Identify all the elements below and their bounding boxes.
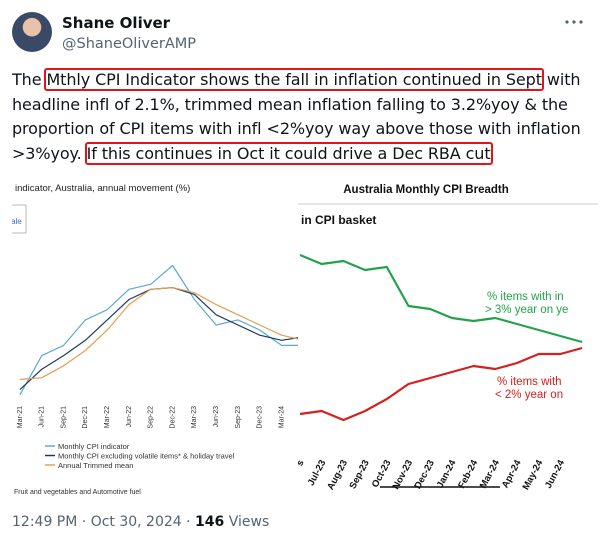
chart-subtitle: in CPI basket	[301, 213, 376, 227]
series-label: % items with	[497, 376, 562, 388]
x-tick-label: Jun-23	[213, 406, 220, 428]
series-label: < 2% year on	[495, 389, 563, 401]
left-image[interactable]: indicator, Australia, annual movement (%…	[12, 176, 303, 498]
author-name[interactable]: Shane Oliver	[62, 14, 171, 32]
legend-label: Monthly CPI excluding volatile items* & …	[58, 452, 235, 461]
series-label: > 3% year on ye	[485, 304, 568, 316]
date[interactable]: Oct 30, 2024	[90, 514, 182, 530]
chart-title: indicator, Australia, annual movement (%…	[15, 183, 190, 194]
x-tick-label: Jun-22	[126, 406, 133, 428]
x-tick-label: s	[294, 458, 306, 468]
x-tick-label: Sep-22	[148, 406, 155, 429]
view-count: 146	[195, 514, 225, 530]
x-tick-label: Dec-22	[169, 406, 176, 429]
highlighted-text: If this continues in Oct it could drive …	[84, 141, 493, 165]
data-line	[19, 264, 298, 395]
more-button[interactable]	[562, 14, 586, 30]
right-image[interactable]: Australia Monthly CPI Breadth in CPI bask…	[286, 176, 598, 498]
legend-label: Monthly CPI indicator	[58, 442, 130, 451]
footnote: Fruit and vegetables and Automotive fuel	[14, 489, 141, 496]
data-line	[19, 287, 298, 380]
data-line	[299, 253, 583, 344]
author-handle[interactable]: @ShaneOliverAMP	[62, 36, 196, 52]
x-tick-label: Mar-23	[191, 406, 198, 428]
x-tick-label: Sep-23	[235, 406, 242, 429]
image-bg	[298, 176, 598, 498]
x-tick-label: Mar-21	[17, 406, 24, 428]
x-tick-label: Mar-24	[278, 406, 285, 428]
series-label: % items with in	[487, 291, 564, 303]
x-tick-label: Dec-23	[257, 406, 264, 429]
legend-label: Annual Trimmed mean	[58, 461, 133, 470]
tab-box	[12, 204, 27, 234]
tweet-text: The Mthly CPI Indicator shows the fall i…	[12, 68, 604, 166]
image-bg	[12, 176, 298, 498]
tweet-images[interactable]: indicator, Australia, annual movement (%…	[12, 176, 598, 498]
text-segment: with headline infl of 2.1%, trimmed mean…	[12, 70, 581, 163]
tab-label: ale	[12, 217, 22, 226]
time[interactable]: 12:49 PM	[12, 514, 78, 530]
data-line	[299, 346, 583, 422]
avatar[interactable]	[12, 12, 52, 52]
separator: ·	[81, 514, 87, 530]
tweet-meta: 12:49 PM · Oct 30, 2024 · 146 Views	[12, 514, 269, 530]
x-tick-label: Sep-21	[60, 406, 67, 429]
views-label: Views	[228, 514, 270, 530]
highlighted-text: Mthly CPI Indicator shows the fall in in…	[44, 68, 544, 91]
separator: ·	[186, 514, 191, 530]
text-segment: The	[12, 70, 47, 89]
x-tick-label: Mar-22	[104, 406, 111, 428]
x-tick-label: Dec-21	[82, 406, 89, 429]
x-tick-label: Jun-21	[39, 406, 46, 428]
chart-title: Australia Monthly CPI Breadth	[343, 184, 509, 196]
